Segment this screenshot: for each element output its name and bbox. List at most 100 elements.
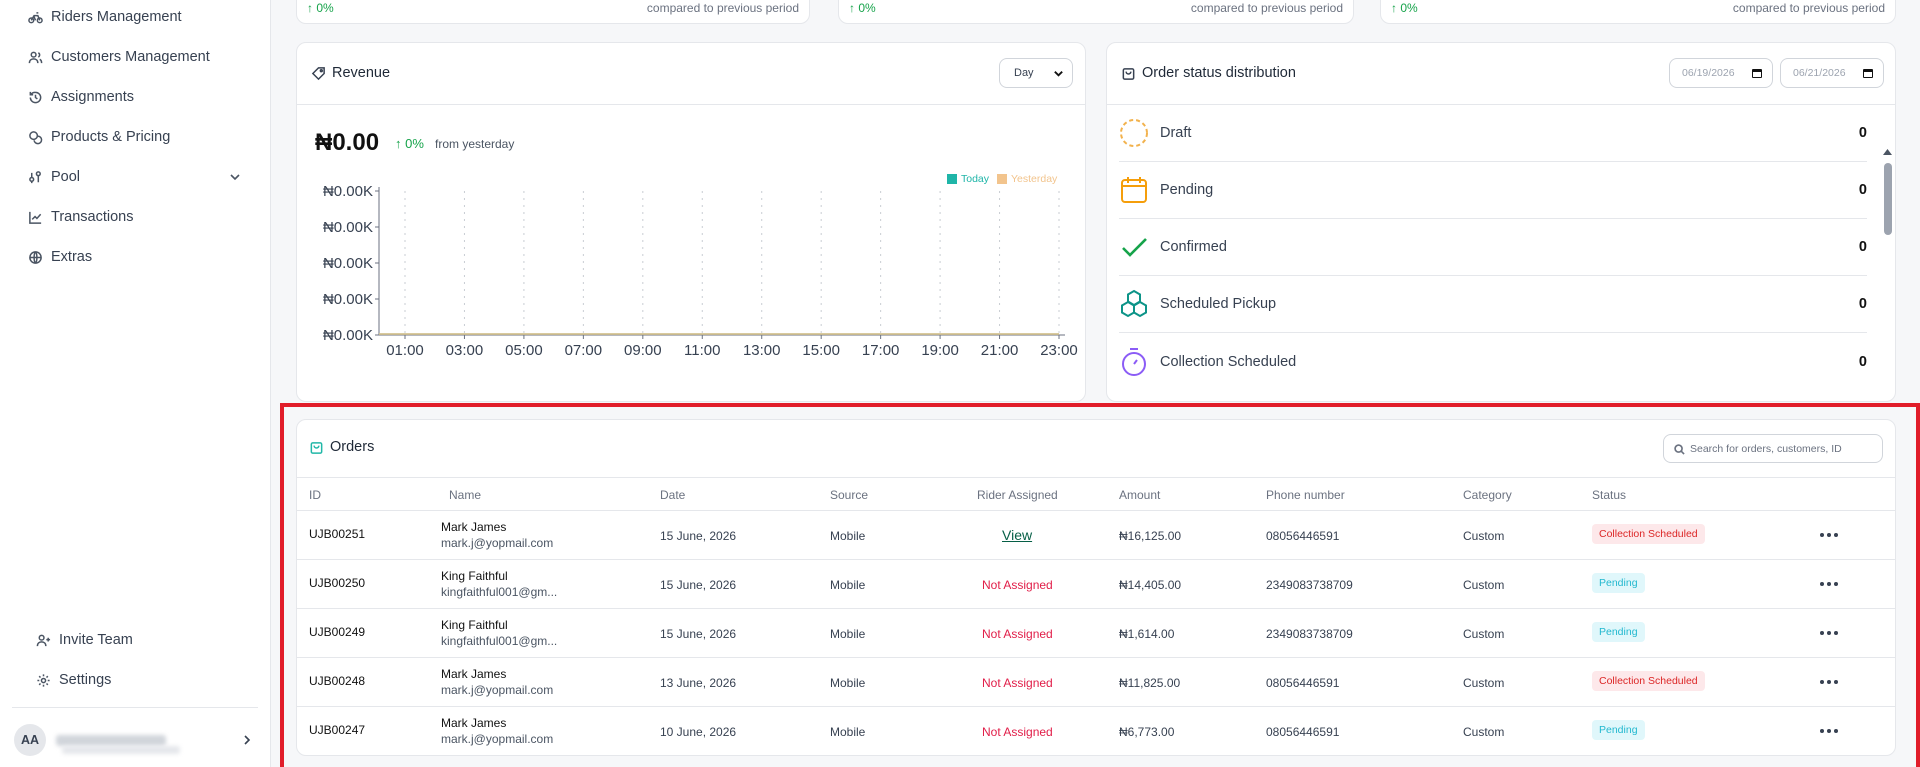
more-actions-icon[interactable] (1820, 729, 1838, 733)
legend-yesterday: Yesterday (997, 173, 1057, 185)
phone-number: 08056446591 (1266, 676, 1340, 690)
order-category: Custom (1463, 725, 1505, 739)
gear-icon (37, 673, 50, 687)
table-row[interactable]: UJB00247 Mark James mark.j@yopmail.com 1… (297, 706, 1895, 755)
customer-name: King Faithful (441, 569, 508, 583)
stat-card: ↑ 0% compared to previous period (838, 0, 1354, 24)
status-row-confirmed: Confirmed 0 (1119, 219, 1867, 276)
bike-icon (28, 11, 43, 23)
order-source: Mobile (830, 578, 866, 592)
highlight-box (280, 403, 1920, 767)
revenue-card: Revenue Day ₦0.00 ↑ 0% from yesterday To… (296, 42, 1086, 402)
sidebar-item-products-pricing[interactable]: Products & Pricing (28, 126, 170, 148)
user-plus-icon (36, 634, 51, 646)
order-amount: ₦16,125.00 (1119, 529, 1182, 543)
more-actions-icon[interactable] (1820, 631, 1838, 635)
calendar-icon (1121, 177, 1147, 203)
column-header-rider[interactable]: Rider Assigned (977, 488, 1058, 502)
order-amount: ₦11,825.00 (1119, 676, 1181, 690)
coins-icon (29, 130, 43, 144)
divider (297, 477, 1895, 478)
status-row-scheduled-pickup: Scheduled Pickup 0 (1119, 276, 1867, 333)
sidebar-item-extras[interactable]: Extras (28, 246, 92, 268)
bag-icon (310, 441, 323, 454)
column-header-name[interactable]: Name (449, 488, 482, 502)
column-header-date[interactable]: Date (660, 488, 686, 502)
customer-name: King Faithful (441, 618, 508, 632)
order-category: Custom (1463, 676, 1505, 690)
x-tick-label: 17:00 (862, 342, 900, 359)
stopwatch-icon (1122, 347, 1146, 376)
sidebar-item-label: Products & Pricing (51, 129, 171, 145)
x-tick-label: 19:00 (921, 342, 959, 359)
column-header-amount[interactable]: Amount (1119, 488, 1161, 502)
period-select[interactable]: Day (999, 58, 1073, 88)
settings-button[interactable]: Settings (36, 669, 111, 691)
status-badge: Collection Scheduled (1592, 524, 1705, 544)
sidebar-item-assignments[interactable]: Assignments (28, 86, 134, 108)
status-row-draft: Draft 0 (1119, 105, 1867, 162)
order-source: Mobile (830, 676, 866, 690)
invite-team-label: Invite Team (59, 632, 133, 648)
divider (1107, 104, 1895, 105)
order-amount: ₦1,614.00 (1119, 627, 1175, 641)
scroll-up-icon[interactable] (1883, 149, 1892, 155)
table-row[interactable]: UJB00248 Mark James mark.j@yopmail.com 1… (297, 657, 1895, 706)
more-actions-icon[interactable] (1820, 533, 1838, 537)
column-header-status[interactable]: Status (1592, 488, 1627, 502)
column-header-id[interactable]: ID (309, 488, 321, 502)
x-tick-label: 15:00 (802, 342, 840, 359)
sidebar-item-riders-management[interactable]: Riders Management (28, 6, 182, 28)
rider-view-link[interactable]: View (1002, 527, 1033, 543)
phone-number: 08056446591 (1266, 529, 1340, 543)
table-row[interactable]: UJB00250 King Faithful kingfaithful001@g… (297, 559, 1895, 608)
more-actions-icon[interactable] (1820, 582, 1838, 586)
order-date: 10 June, 2026 (660, 725, 737, 739)
column-header-source[interactable]: Source (830, 488, 869, 502)
scrollbar[interactable] (1882, 143, 1892, 401)
x-tick-label: 13:00 (743, 342, 781, 359)
scrollbar-thumb[interactable] (1884, 163, 1892, 235)
sidebar-item-customers-management[interactable]: Customers Management (28, 46, 210, 68)
more-actions-icon[interactable] (1820, 680, 1838, 684)
status-row-pending: Pending 0 (1119, 162, 1867, 219)
date-from-input[interactable]: 06/19/2026 (1669, 58, 1773, 88)
y-tick-label: ₦0.00K (323, 255, 373, 272)
sidebar-item-label: Riders Management (51, 9, 182, 25)
chevron-down-icon[interactable] (228, 170, 242, 184)
chevron-right-icon[interactable] (240, 733, 254, 747)
order-id: UJB00250 (309, 576, 366, 590)
status-badge: Pending (1592, 573, 1645, 593)
sidebar-item-pool[interactable]: Pool (28, 166, 80, 188)
table-row[interactable]: UJB00251 Mark James mark.j@yopmail.com 1… (297, 510, 1895, 559)
date-to-input[interactable]: 06/21/2026 (1780, 58, 1884, 88)
order-status-card: Order status distribution 06/19/2026 06/… (1106, 42, 1896, 402)
customer-email: mark.j@yopmail.com (441, 732, 554, 746)
pool-icon (29, 170, 41, 183)
sidebar-item-label: Customers Management (51, 49, 210, 65)
user-profile[interactable]: AA (14, 724, 254, 756)
y-tick-label: ₦0.00K (323, 219, 373, 236)
order-category: Custom (1463, 578, 1505, 592)
column-header-phone[interactable]: Phone number (1266, 488, 1345, 502)
order-date: 13 June, 2026 (660, 676, 737, 690)
sidebar-item-label: Pool (51, 169, 81, 185)
revenue-title: Revenue (311, 65, 390, 81)
stat-card: ↑ 0% compared to previous period (296, 0, 810, 24)
phone-number: 2349083738709 (1266, 627, 1353, 641)
column-header-category[interactable]: Category (1463, 488, 1512, 502)
order-id: UJB00249 (309, 625, 366, 639)
search-input[interactable]: Search for orders, customers, ID (1663, 434, 1883, 463)
order-id: UJB00247 (309, 723, 366, 737)
check-icon (1122, 238, 1147, 257)
stat-change: ↑ 0% (849, 1, 876, 15)
y-tick-label: ₦0.00K (323, 183, 373, 200)
phone-number: 08056446591 (1266, 725, 1340, 739)
order-id: UJB00251 (309, 527, 366, 541)
sidebar-item-transactions[interactable]: Transactions (28, 206, 133, 228)
revenue-change: ↑ 0% (395, 136, 424, 151)
boxes-icon (1121, 289, 1147, 318)
legend-swatch (997, 174, 1007, 184)
table-row[interactable]: UJB00249 King Faithful kingfaithful001@g… (297, 608, 1895, 657)
invite-team-button[interactable]: Invite Team (36, 629, 133, 651)
